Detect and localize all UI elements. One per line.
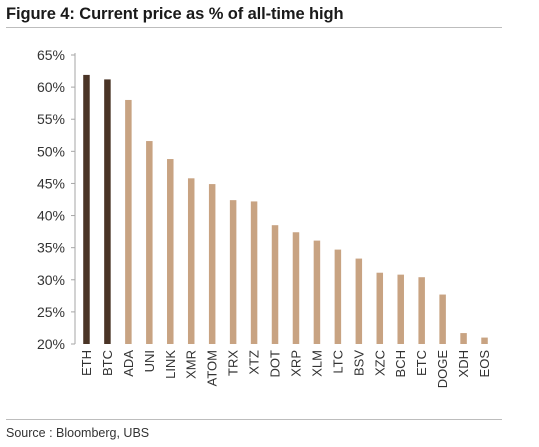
bar-eos: [481, 337, 488, 344]
x-tick-label: XLM: [309, 350, 324, 377]
y-tick-label: 40%: [37, 208, 65, 224]
bar-xlm: [313, 240, 321, 344]
y-tick-label: 55%: [37, 111, 65, 127]
bar-xmr: [187, 178, 195, 344]
chart-title: Figure 4: Current price as % of all-time…: [6, 5, 344, 23]
x-tick-label: BCH: [393, 350, 408, 377]
x-tick-label: DOGE: [435, 350, 450, 389]
bar-bsv: [355, 258, 363, 344]
x-tick-label: DOT: [268, 350, 283, 378]
bar-atom: [208, 184, 216, 344]
x-tick-label: XTZ: [247, 350, 262, 375]
bar-link: [167, 159, 174, 344]
x-tick-label: XRP: [288, 350, 303, 377]
x-tick-label: ETH: [79, 350, 94, 376]
bar-xtz: [250, 201, 258, 344]
y-tick-label: 60%: [37, 79, 65, 95]
y-tick-label: 30%: [37, 272, 65, 288]
x-tick-label: ATOM: [205, 350, 220, 386]
bar-etc: [418, 277, 425, 344]
source-note: Source : Bloomberg, UBS: [6, 426, 150, 440]
bar-xzc: [376, 272, 384, 344]
y-tick-label: 20%: [37, 336, 65, 352]
x-tick-label: LINK: [163, 350, 178, 379]
bar-dot: [271, 225, 279, 344]
bar-xrp: [292, 232, 300, 344]
x-tick-label: XDH: [456, 350, 471, 377]
x-tick-label: LTC: [330, 350, 345, 374]
bar-doge: [439, 294, 446, 344]
bar-eth: [83, 74, 90, 345]
bar-btc: [104, 79, 111, 344]
title-divider: [6, 27, 502, 28]
x-tick-label: ETC: [414, 350, 429, 376]
y-tick-label: 50%: [37, 143, 65, 159]
y-tick-label: 65%: [37, 47, 65, 63]
bar-ltc: [334, 249, 342, 344]
x-tick-label: EOS: [477, 350, 492, 378]
x-tick-label: XMR: [184, 350, 199, 379]
x-tick-label: ADA: [121, 350, 136, 377]
bar-uni: [146, 141, 153, 344]
bar-chart: 20% 25% 30% 35% 40% 45% 50% 55% 60% 65% ETH BTC ADA U…: [37, 47, 492, 389]
x-tick-label: UNI: [142, 350, 157, 372]
x-tick-label: BTC: [100, 350, 115, 376]
x-tick-label: BSV: [351, 350, 366, 376]
bar-bch: [397, 274, 404, 344]
bar-trx: [229, 200, 237, 344]
y-tick-label: 45%: [37, 175, 65, 191]
source-divider: [6, 419, 502, 420]
x-tick-label: XZC: [372, 350, 387, 376]
y-tick-label: 25%: [37, 304, 65, 320]
y-tick-label: 35%: [37, 240, 65, 256]
bar-xdh: [460, 333, 467, 344]
bar-ada: [125, 99, 132, 344]
x-tick-label: TRX: [226, 350, 241, 376]
